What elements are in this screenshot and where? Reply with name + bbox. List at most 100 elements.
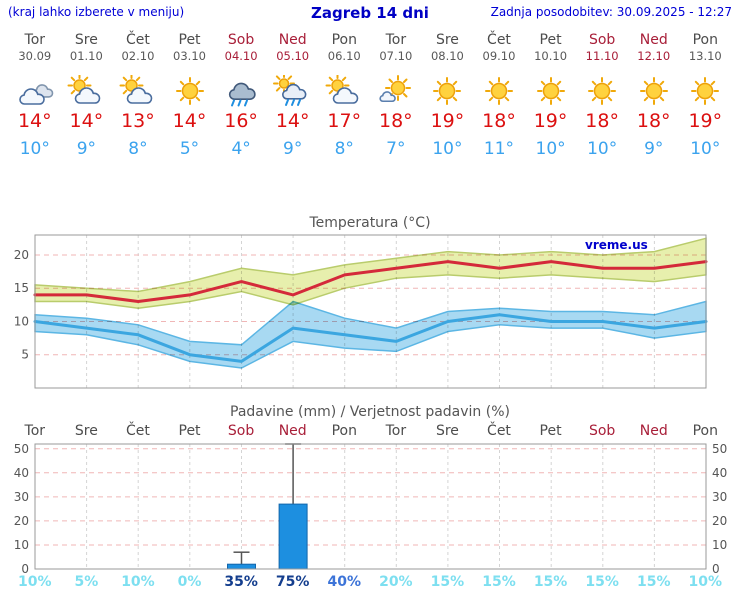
menu-hint-text: (kraj lahko izberete v meniju) [8, 5, 185, 19]
y-tick-label: 20 [14, 248, 29, 262]
y-tick-label: 15 [14, 281, 29, 295]
precip-probability: 5% [74, 574, 99, 590]
day-column: Tor 30.09 14° 10° [9, 26, 61, 160]
day-low-temp: 10° [19, 139, 50, 159]
day-forecast-strip: Tor 30.09 14° 10° Sre 01.10 14° 9° Čet 02.10 13° 8°… [0, 24, 740, 160]
day-high-temp: 14° [69, 110, 104, 132]
precip-probability: 20% [379, 574, 413, 590]
precipitation-day-labels: Tor Sre Čet Pet Sob Ned Pon Tor Sre Čet Pet Sob Ned P… [0, 423, 740, 441]
day-name: Pet [178, 32, 201, 48]
y-tick-label-left: 0 [21, 562, 29, 573]
sunny-weather-icon [685, 75, 725, 107]
day-high-temp: 18° [482, 110, 516, 132]
y-tick-label-right: 0 [712, 562, 720, 573]
day-low-temp: 10° [432, 139, 463, 159]
precip-probability: 75% [275, 574, 310, 590]
day-date: 01.10 [69, 49, 103, 63]
day-column: Sre 01.10 14° 9° [61, 26, 113, 160]
day-date: 06.10 [327, 49, 361, 63]
day-name: Ned [278, 32, 307, 48]
day-date: 04.10 [224, 49, 258, 63]
partly-weather-icon [324, 75, 364, 107]
day-name: Pet [539, 32, 562, 48]
sunny-weather-icon [170, 75, 210, 107]
day-column: Sob 11.10 18° 10° [576, 26, 628, 160]
day-date: 09.10 [482, 49, 516, 63]
precip-day-label: Pet [178, 423, 201, 439]
precip-bar [278, 503, 308, 570]
day-high-temp: 14° [275, 110, 310, 132]
day-date: 03.10 [173, 49, 206, 63]
day-name: Pon [331, 32, 357, 48]
cloudy-weather-icon [15, 75, 55, 107]
precip-day-label: Pon [692, 423, 718, 439]
day-low-temp: 5° [179, 139, 200, 159]
precip-day-label: Ned [278, 423, 307, 439]
min-temperature-line [33, 313, 708, 363]
y-tick-label-right: 50 [712, 442, 727, 456]
partly-weather-icon [118, 75, 158, 107]
day-name: Čet [487, 32, 511, 48]
precip-probability: 10% [688, 574, 723, 590]
last-update-text: Zadnja posodobitev: 30.09.2025 - 12:27 [490, 5, 732, 19]
page-title: Zagreb 14 dni [311, 4, 429, 22]
mostly-sunny-weather-icon [376, 75, 416, 107]
y-tick-label-left: 10 [14, 538, 29, 552]
precipitation-chart-title: Padavine (mm) / Verjetnost padavin (%) [230, 404, 510, 420]
day-high-temp: 18° [585, 110, 619, 132]
sunny-weather-icon [479, 75, 519, 107]
day-date: 11.10 [585, 49, 619, 63]
day-date: 08.10 [430, 49, 464, 63]
precip-day-label: Sre [435, 423, 459, 439]
precip-day-label: Sob [588, 423, 616, 439]
day-low-temp: 4° [231, 139, 251, 159]
precipitation-chart: 0 0 10 10 20 20 30 30 40 40 50 50 [14, 442, 728, 573]
day-column: Ned 12.10 18° 9° [628, 26, 680, 160]
day-low-temp: 11° [483, 139, 515, 159]
precip-probability: 40% [327, 574, 362, 590]
precip-probability: 0% [177, 574, 202, 590]
precip-day-label: Sob [227, 423, 255, 439]
day-high-temp: 17° [327, 110, 362, 132]
day-column: Sob 04.10 16° 4° [215, 26, 267, 160]
day-column: Tor 07.10 18° 7° [370, 26, 422, 160]
y-tick-label-left: 40 [14, 466, 29, 480]
day-name: Pon [692, 32, 718, 48]
precipitation-chart-block: Padavine (mm) / Verjetnost padavin (%) T… [0, 404, 740, 590]
day-name: Tor [24, 32, 46, 48]
chart-frame [34, 234, 707, 389]
temperature-chart-title: Temperatura (°C) [309, 215, 431, 231]
day-column: Sre 08.10 19° 10° [422, 26, 474, 160]
precip-day-label: Sre [74, 423, 98, 439]
day-high-temp: 13° [121, 110, 155, 132]
precip-day-label: Tor [385, 423, 407, 439]
day-date: 05.10 [276, 49, 310, 63]
y-tick-label-right: 40 [712, 466, 727, 480]
precip-probability: 15% [482, 574, 516, 590]
day-name: Ned [639, 32, 668, 48]
day-name: Sre [74, 32, 98, 48]
sunny-weather-icon [582, 75, 622, 107]
day-low-temp: 9° [644, 139, 664, 159]
precip-probability: 15% [533, 574, 568, 590]
precip-probability: 15% [636, 574, 671, 590]
sunny-weather-icon [531, 75, 571, 107]
day-low-temp: 9° [283, 139, 303, 159]
day-date: 30.09 [18, 49, 52, 63]
day-name: Tor [385, 32, 407, 48]
day-date: 10.10 [534, 49, 568, 63]
y-tick-label-right: 20 [712, 514, 727, 528]
day-name: Čet [126, 32, 150, 48]
day-high-temp: 14° [172, 110, 207, 132]
day-high-temp: 19° [688, 110, 723, 132]
day-low-temp: 10° [690, 139, 721, 159]
day-column: Ned 05.10 14° 9° [267, 26, 319, 160]
day-name: Sre [435, 32, 459, 48]
day-high-temp: 14° [17, 110, 52, 132]
precip-day-label: Pon [331, 423, 357, 439]
day-high-temp: 18° [378, 110, 413, 132]
top-bar: (kraj lahko izberete v meniju) Zagreb 14… [0, 0, 740, 24]
y-tick-label-right: 30 [712, 490, 727, 504]
day-low-temp: 10° [535, 139, 566, 159]
